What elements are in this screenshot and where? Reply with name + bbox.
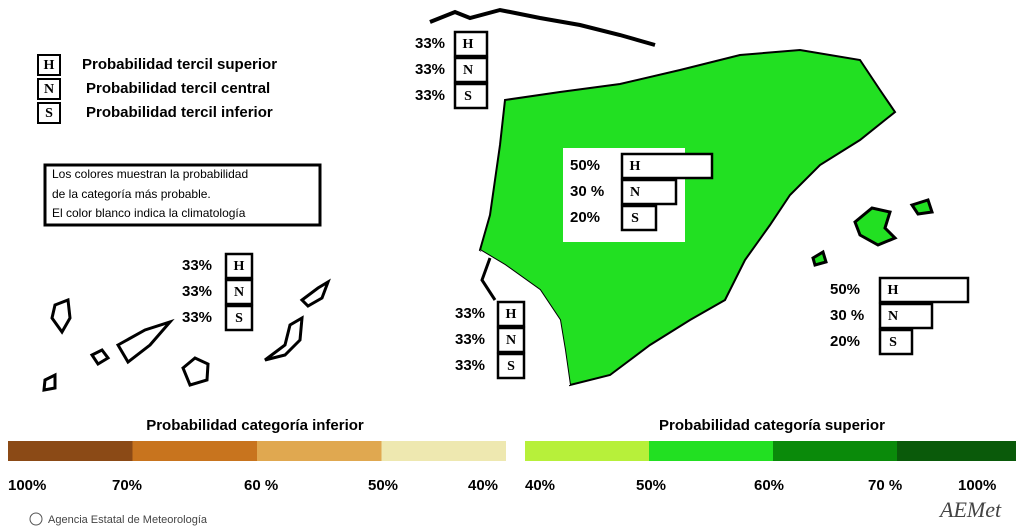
menorca	[909, 198, 934, 216]
region-pct: 20%	[830, 333, 860, 350]
scale-segment	[773, 441, 897, 461]
region-pct: 33%	[415, 87, 445, 104]
region-letter: S	[235, 311, 243, 326]
coastline	[429, 7, 656, 47]
portugal-coast	[480, 257, 497, 301]
region-pct: 20%	[570, 209, 600, 226]
region-pct: 30 %	[830, 307, 864, 324]
legend-letter: S	[45, 106, 53, 121]
island	[42, 372, 57, 392]
region-box	[496, 352, 526, 380]
legend-letter: N	[44, 82, 54, 97]
region-letter: H	[234, 259, 245, 274]
logo: AEMet	[938, 497, 1002, 522]
region-letter: N	[463, 63, 473, 78]
legend-label: Probabilidad tercil inferior	[86, 104, 273, 121]
region-letter: S	[889, 335, 897, 350]
region-pct: 33%	[455, 305, 485, 322]
island	[115, 318, 175, 365]
mallorca	[853, 206, 898, 247]
legend-box	[37, 78, 61, 100]
region-letter: H	[630, 159, 641, 174]
region-box	[224, 304, 254, 332]
legend-box	[37, 54, 61, 76]
island	[264, 315, 304, 362]
scale-title: Probabilidad categoría inferior	[146, 417, 364, 434]
scale-segment	[649, 441, 773, 461]
scale-label: 70 %	[868, 477, 902, 494]
region-letter: S	[631, 211, 639, 226]
region-pct: 33%	[455, 331, 485, 348]
footer: Agencia Estatal de Meteorología	[48, 514, 208, 526]
region-pct: 50%	[570, 157, 600, 174]
note-line: de la categoría más probable.	[52, 187, 211, 201]
region-letter: H	[463, 37, 474, 52]
scale-segment	[381, 441, 506, 461]
region-box	[453, 30, 489, 58]
scale-label: 40%	[468, 477, 498, 494]
island	[50, 297, 72, 335]
region-pct: 33%	[182, 283, 212, 300]
legend-letter: H	[44, 58, 55, 73]
scale-label: 100%	[8, 477, 46, 494]
scale-title: Probabilidad categoría superior	[659, 417, 885, 434]
scale-label: 40%	[525, 477, 555, 494]
scale-label: 60 %	[244, 477, 278, 494]
region-box	[496, 300, 526, 328]
region-box	[878, 276, 970, 304]
region-letter: H	[888, 283, 899, 298]
scale-segment	[257, 441, 382, 461]
island	[89, 348, 111, 367]
legend-box	[37, 102, 61, 124]
region-pct: 33%	[415, 35, 445, 52]
region-box	[878, 302, 934, 330]
region-box	[453, 56, 489, 84]
note-line: Los colores muestran la probabilidad	[52, 167, 248, 181]
region-pct: 33%	[182, 257, 212, 274]
copyright-icon	[29, 512, 43, 526]
region-pct: 50%	[830, 281, 860, 298]
region-letter: H	[506, 307, 517, 322]
region-letter: N	[630, 185, 640, 200]
region-box	[224, 252, 254, 280]
region-letter: N	[888, 309, 898, 324]
scale-segment	[897, 441, 1016, 461]
island	[181, 356, 210, 387]
region-box	[224, 278, 254, 306]
island	[299, 278, 331, 308]
scale-label: 50%	[636, 477, 666, 494]
scale-label: 100%	[958, 477, 996, 494]
note-line: El color blanco indica la climatología	[52, 206, 246, 220]
region-pct: 33%	[182, 309, 212, 326]
region-pct: 33%	[455, 357, 485, 374]
canary-islands	[42, 278, 331, 392]
region-box	[620, 152, 714, 180]
region-letter: S	[507, 359, 515, 374]
scale-label: 60%	[754, 477, 784, 494]
legend-label: Probabilidad tercil central	[86, 80, 270, 97]
region-box	[453, 82, 489, 110]
region-box	[496, 326, 526, 354]
scale-segment	[132, 441, 257, 461]
region-letter: S	[464, 89, 472, 104]
region-letter: N	[234, 285, 244, 300]
scale-segment	[8, 441, 133, 461]
region-pct: 33%	[415, 61, 445, 78]
scale-label: 50%	[368, 477, 398, 494]
ibiza	[811, 249, 828, 267]
region-box	[620, 204, 658, 232]
region-box	[620, 178, 678, 206]
region-pct: 30 %	[570, 183, 604, 200]
scale-label: 70%	[112, 477, 142, 494]
scale-segment	[525, 441, 649, 461]
legend-label: Probabilidad tercil superior	[82, 56, 277, 73]
region-letter: N	[506, 333, 516, 348]
region-box	[878, 328, 914, 356]
note-box	[43, 163, 322, 227]
